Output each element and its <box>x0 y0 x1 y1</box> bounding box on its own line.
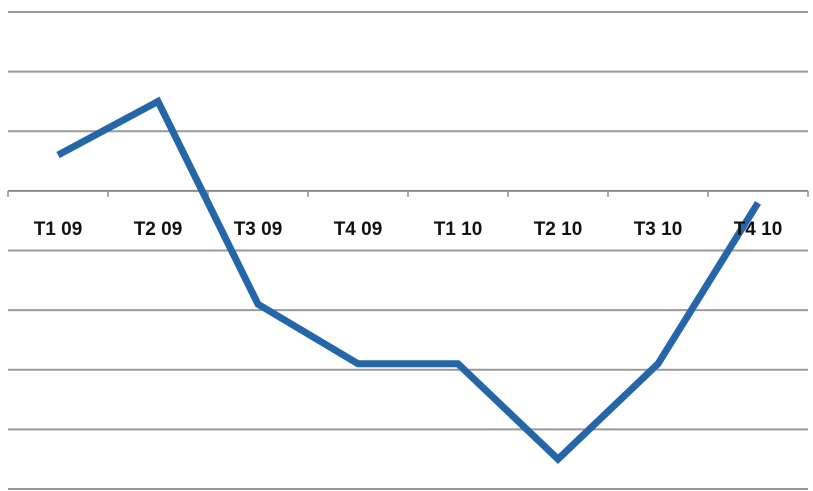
series-line-0 <box>56 96 761 465</box>
x-tick-label-2: T3 09 <box>234 219 283 240</box>
x-tick-label-5: T2 10 <box>534 219 583 240</box>
x-tick-label-3: T4 09 <box>334 219 383 240</box>
gridlines <box>8 11 808 490</box>
x-tick-label-6: T3 10 <box>634 219 683 240</box>
x-axis-ticks <box>7 190 809 197</box>
x-tick-label-0: T1 09 <box>34 219 83 240</box>
x-tick-label-7: T4 10 <box>734 219 783 240</box>
x-tick-label-1: T2 09 <box>134 219 183 240</box>
series-lines <box>56 96 761 465</box>
x-axis-labels: T1 09 T2 09 T3 09 T4 09 T1 10 T2 10 T3 10 T4 10 <box>34 219 783 240</box>
x-tick-label-4: T1 10 <box>434 219 483 240</box>
